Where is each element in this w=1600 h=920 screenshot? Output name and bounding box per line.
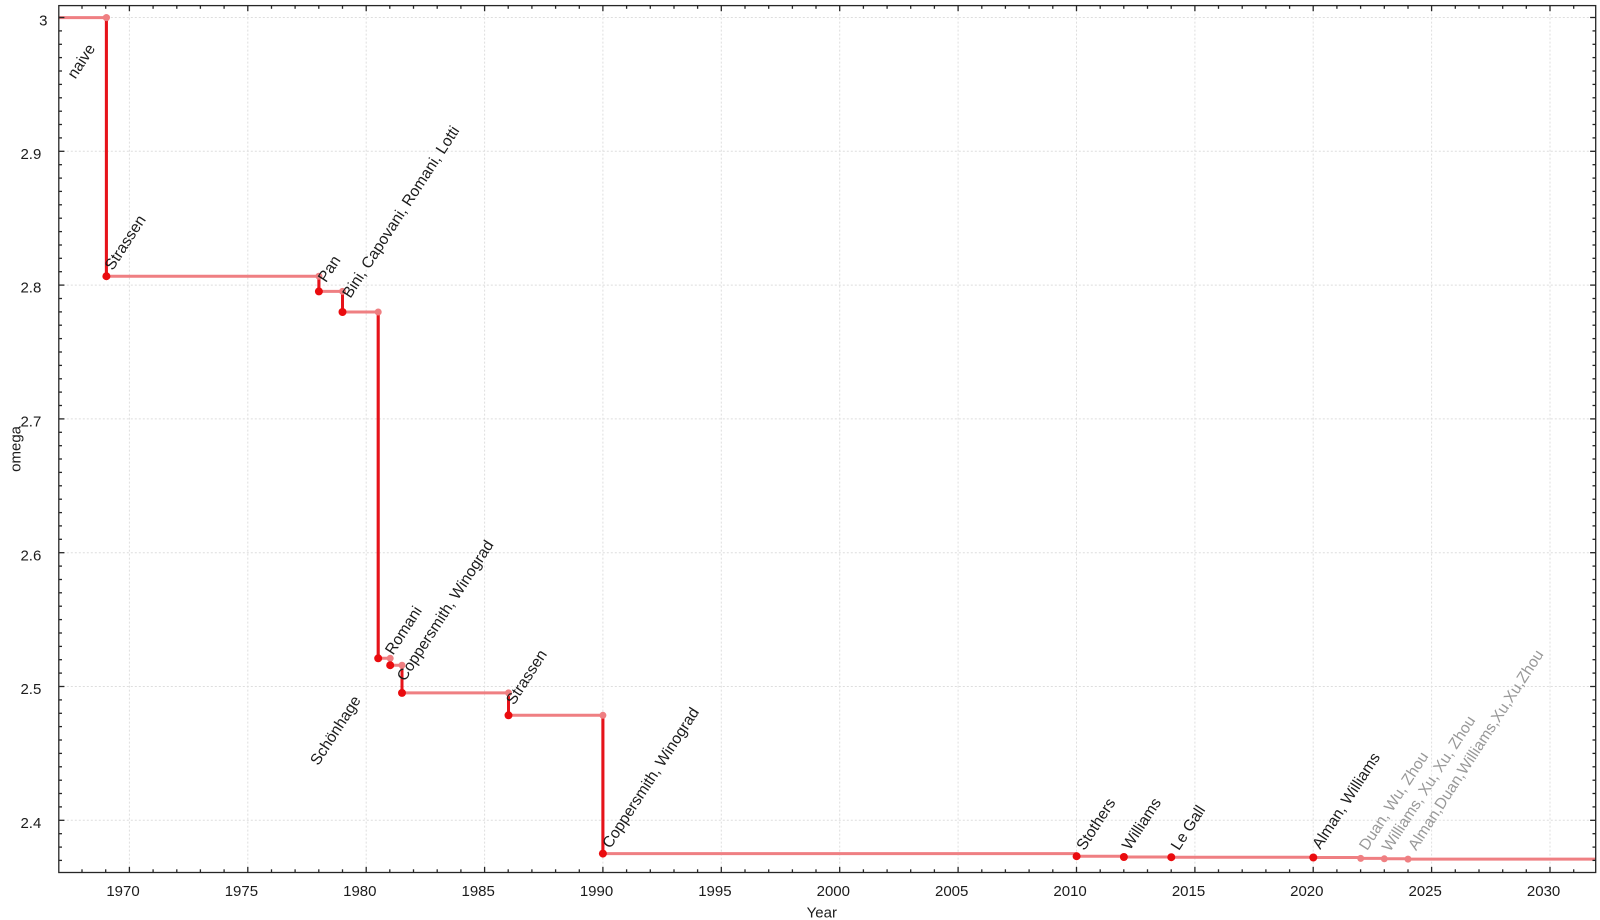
svg-text:2005: 2005	[935, 883, 968, 900]
svg-text:3: 3	[39, 12, 47, 29]
svg-text:Year: Year	[807, 905, 837, 920]
svg-text:2.4: 2.4	[20, 815, 41, 832]
svg-text:2030: 2030	[1527, 883, 1560, 900]
svg-text:1995: 1995	[698, 883, 731, 900]
svg-text:2.5: 2.5	[20, 681, 41, 698]
svg-text:1985: 1985	[462, 883, 495, 900]
svg-text:1975: 1975	[225, 883, 258, 900]
svg-text:2020: 2020	[1290, 883, 1323, 900]
svg-text:1990: 1990	[580, 883, 613, 900]
svg-text:2.9: 2.9	[20, 146, 41, 163]
svg-text:2.8: 2.8	[20, 280, 41, 297]
svg-text:2025: 2025	[1409, 883, 1442, 900]
svg-text:2000: 2000	[817, 883, 850, 900]
svg-text:1980: 1980	[343, 883, 376, 900]
svg-text:1970: 1970	[106, 883, 139, 900]
svg-text:2.6: 2.6	[20, 547, 41, 564]
svg-text:2015: 2015	[1172, 883, 1205, 900]
svg-text:2.7: 2.7	[20, 414, 41, 431]
svg-text:omega: omega	[7, 425, 24, 472]
svg-text:2010: 2010	[1053, 883, 1086, 900]
